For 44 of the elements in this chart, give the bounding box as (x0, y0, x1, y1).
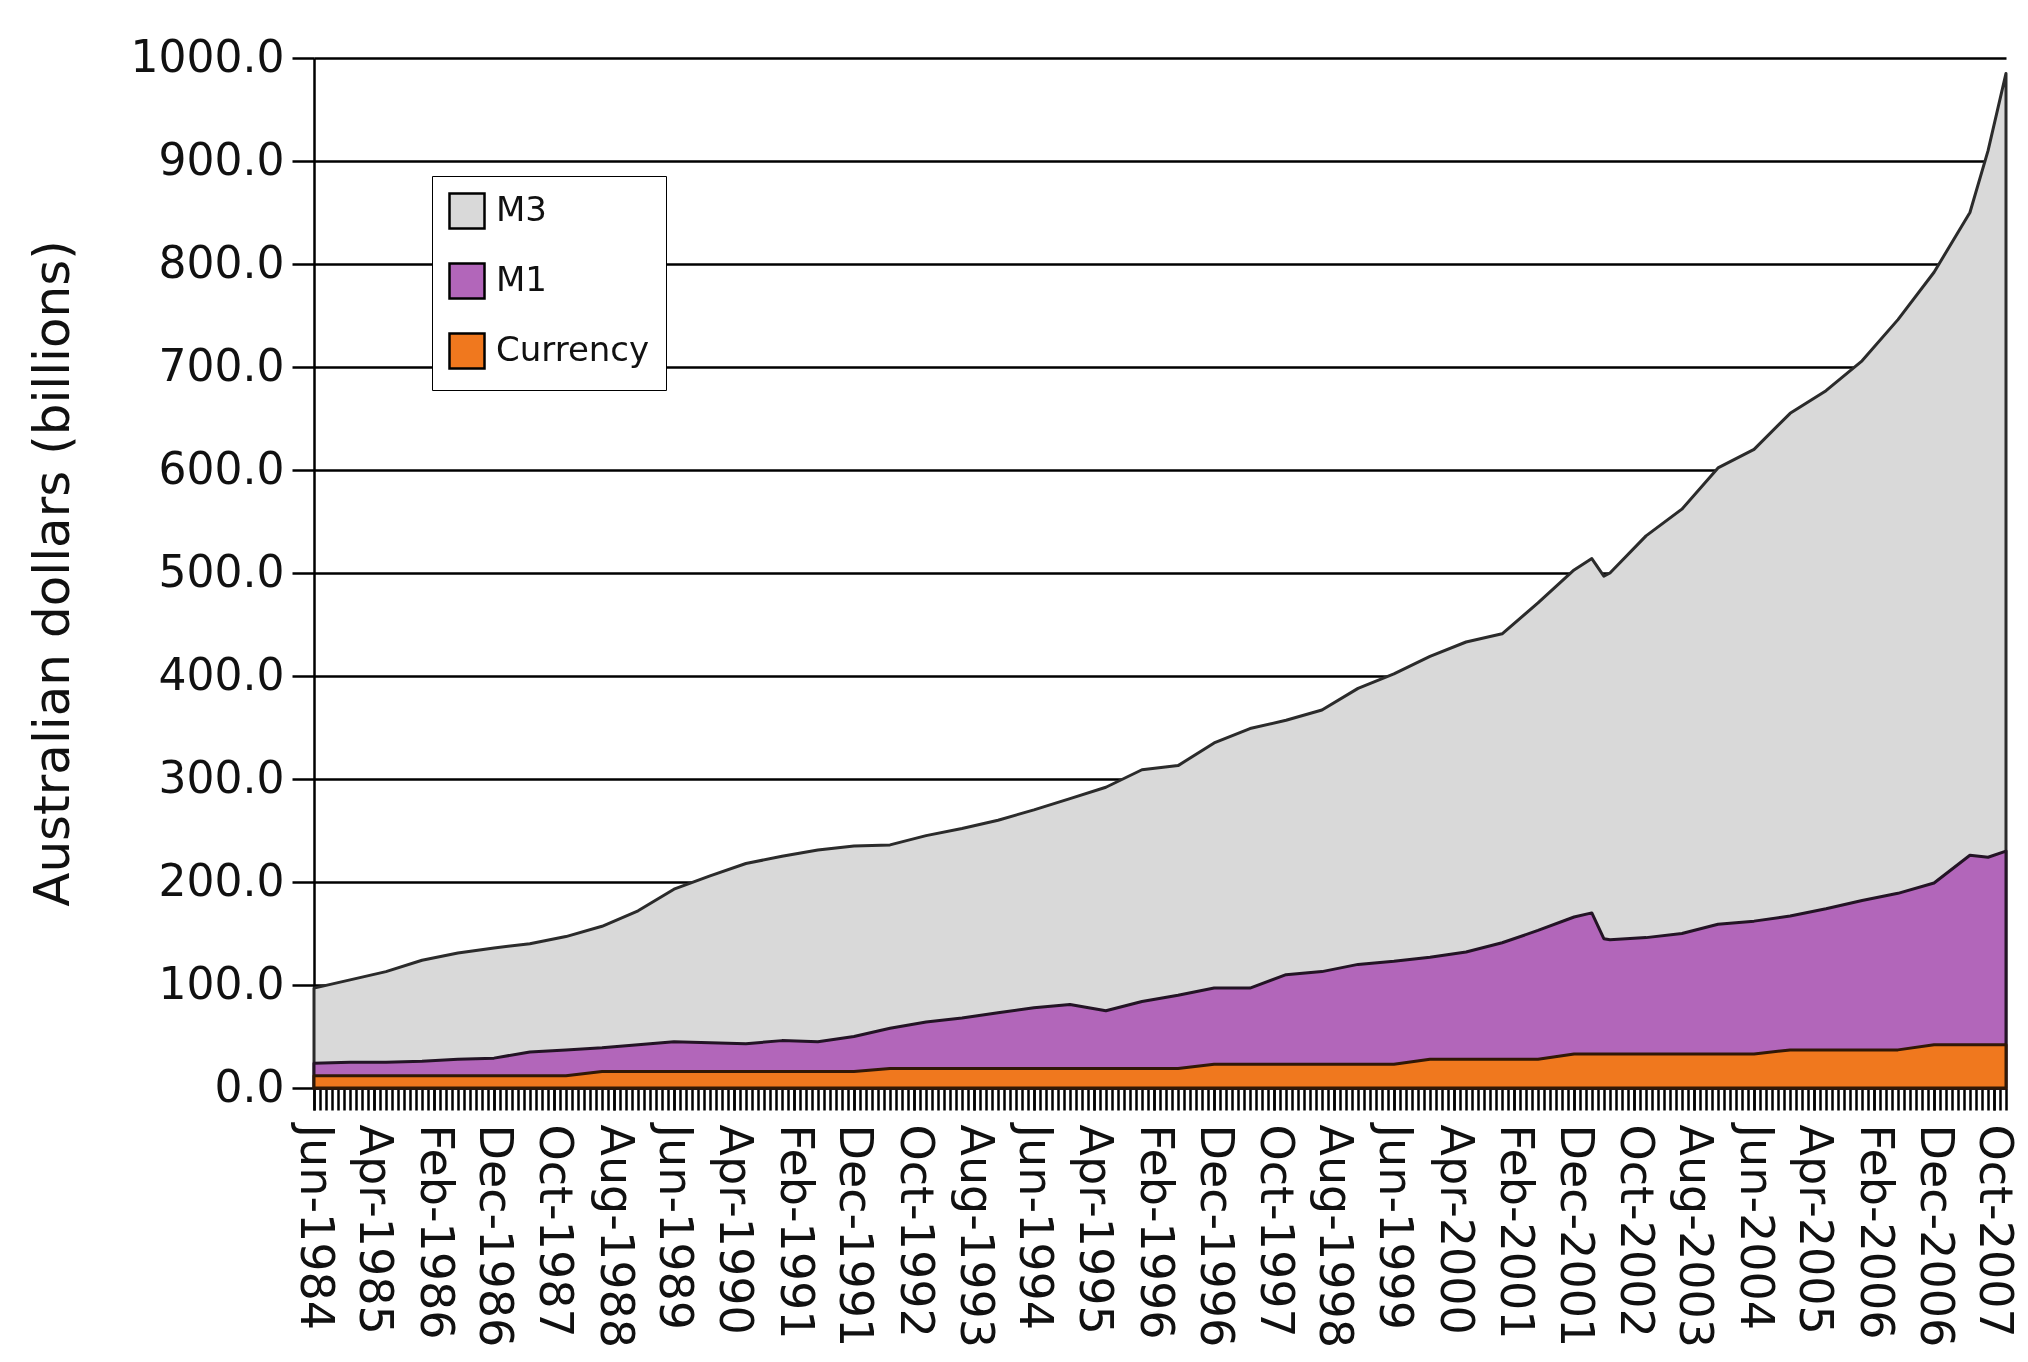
x-tick-label: Dec-2001 (1549, 1124, 1604, 1348)
x-tick-label: Apr-1985 (349, 1124, 404, 1335)
y-axis-title: Australian dollars (billions) (22, 240, 81, 907)
x-tick-label: Feb-1991 (769, 1124, 824, 1340)
x-tick-label: Jun-2004 (1729, 1121, 1784, 1331)
x-tick-label: Dec-1991 (829, 1124, 884, 1348)
x-tick-label: Jun-1994 (1009, 1121, 1064, 1331)
x-tick-label: Oct-2007 (1969, 1124, 2024, 1338)
x-tick-label: Oct-1997 (1249, 1124, 1304, 1338)
y-tick-label: 700.0 (158, 339, 285, 391)
x-tick-label: Feb-2006 (1849, 1124, 1904, 1340)
y-tick-label: 100.0 (158, 957, 285, 1009)
y-tick-label: 0.0 (214, 1060, 285, 1112)
x-tick-label: Oct-2002 (1609, 1124, 1664, 1338)
x-tick-label: Apr-2000 (1429, 1124, 1484, 1335)
legend-label: M1 (496, 259, 547, 299)
y-tick-label: 1000.0 (130, 30, 285, 82)
x-tick-label: Feb-1996 (1129, 1124, 1184, 1340)
y-tick-label: 600.0 (158, 442, 285, 494)
legend-label: M3 (496, 189, 547, 229)
y-tick-label: 300.0 (158, 751, 285, 803)
x-tick-label: Jun-1989 (649, 1121, 704, 1331)
x-tick-label: Dec-2006 (1909, 1124, 1964, 1348)
y-tick-label: 500.0 (158, 545, 285, 597)
x-tick-label: Aug-1993 (949, 1124, 1004, 1348)
x-tick-label: Apr-2005 (1789, 1124, 1844, 1335)
x-tick-label: Oct-1992 (889, 1124, 944, 1338)
x-tick-label: Dec-1986 (469, 1124, 524, 1348)
x-tick-label: Aug-1998 (1309, 1124, 1364, 1348)
x-tick-label: Aug-2003 (1669, 1124, 1724, 1348)
y-tick-label: 200.0 (158, 854, 285, 906)
x-tick-label: Jun-1984 (289, 1121, 344, 1331)
x-tick-label: Aug-1988 (589, 1124, 644, 1348)
x-tick-label: Jun-1999 (1369, 1121, 1424, 1331)
x-tick-label: Apr-1995 (1069, 1124, 1124, 1335)
legend-label: Currency (496, 329, 650, 369)
x-tick-label: Dec-1996 (1189, 1124, 1244, 1348)
x-tick-label: Feb-2001 (1489, 1124, 1544, 1340)
y-tick-label: 900.0 (158, 133, 285, 185)
y-tick-label: 400.0 (158, 648, 285, 700)
x-tick-label: Apr-1990 (709, 1124, 764, 1335)
y-tick-label: 800.0 (158, 236, 285, 288)
x-tick-label: Oct-1987 (529, 1124, 584, 1338)
x-tick-label: Feb-1986 (409, 1124, 464, 1340)
